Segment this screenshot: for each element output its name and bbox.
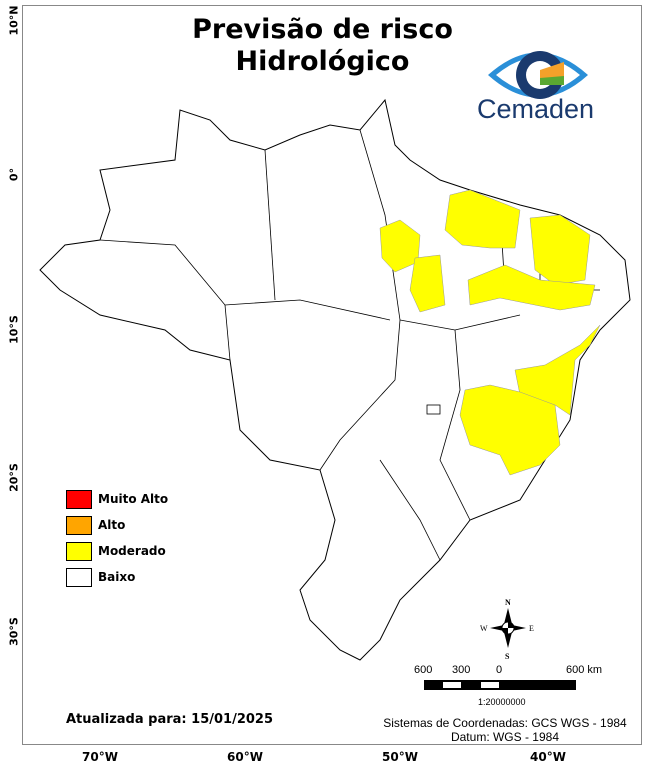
lat-label: 10°N xyxy=(7,5,21,36)
cemaden-logo-icon xyxy=(488,51,588,99)
risk-moderate-areas xyxy=(379,189,601,476)
legend-swatch xyxy=(66,515,92,535)
scale-label: 300 xyxy=(452,664,471,676)
legend-item-baixo: Baixo xyxy=(66,564,168,590)
logo-text: Cemaden xyxy=(477,94,595,124)
coords-line-1: Sistemas de Coordenadas: GCS WGS - 1984 xyxy=(383,716,627,730)
legend-swatch xyxy=(66,541,92,561)
legend-label: Alto xyxy=(98,518,126,532)
map-frame xyxy=(22,5,642,745)
legend-label: Muito Alto xyxy=(98,492,169,506)
title-line-1: Previsão de risco xyxy=(192,14,453,45)
legend: Muito Alto Alto Moderado Baixo xyxy=(66,486,168,590)
lon-label: 60°W xyxy=(227,750,263,764)
title-line-2: Hidrológico xyxy=(235,46,410,77)
scale-bar xyxy=(424,680,576,690)
lon-label: 40°W xyxy=(530,750,566,764)
legend-swatch xyxy=(66,489,92,509)
federal-district xyxy=(426,404,441,415)
map-title: Previsão de risco Hidrológico xyxy=(150,14,495,78)
compass-rose: N S W E xyxy=(480,598,534,661)
legend-label: Moderado xyxy=(98,544,166,558)
coordinate-system: Sistemas de Coordenadas: GCS WGS - 1984 … xyxy=(370,716,640,744)
scale-ratio: 1:20000000 xyxy=(478,697,526,707)
legend-item-alto: Alto xyxy=(66,512,168,538)
legend-item-moderado: Moderado xyxy=(66,538,168,564)
lat-label: 0° xyxy=(7,167,21,182)
scale-label: 0 xyxy=(496,664,503,676)
legend-label: Baixo xyxy=(98,570,136,584)
lon-label: 50°W xyxy=(382,750,418,764)
lat-label: 20°S xyxy=(7,463,21,492)
lon-label: 70°W xyxy=(82,750,118,764)
lat-label: 30°S xyxy=(7,617,21,646)
updated-date: Atualizada para: 15/01/2025 xyxy=(66,712,274,727)
scale-label: 600 km xyxy=(566,664,603,676)
coords-line-2: Datum: WGS - 1984 xyxy=(450,730,560,744)
compass-w: W xyxy=(480,624,488,633)
lat-label: 10°S xyxy=(7,315,21,344)
legend-item-muito-alto: Muito Alto xyxy=(66,486,168,512)
legend-swatch xyxy=(66,567,92,587)
compass-s: S xyxy=(505,652,510,661)
compass-n: N xyxy=(505,598,511,607)
compass-e: E xyxy=(529,624,534,633)
scale-label: 600 xyxy=(414,664,433,676)
